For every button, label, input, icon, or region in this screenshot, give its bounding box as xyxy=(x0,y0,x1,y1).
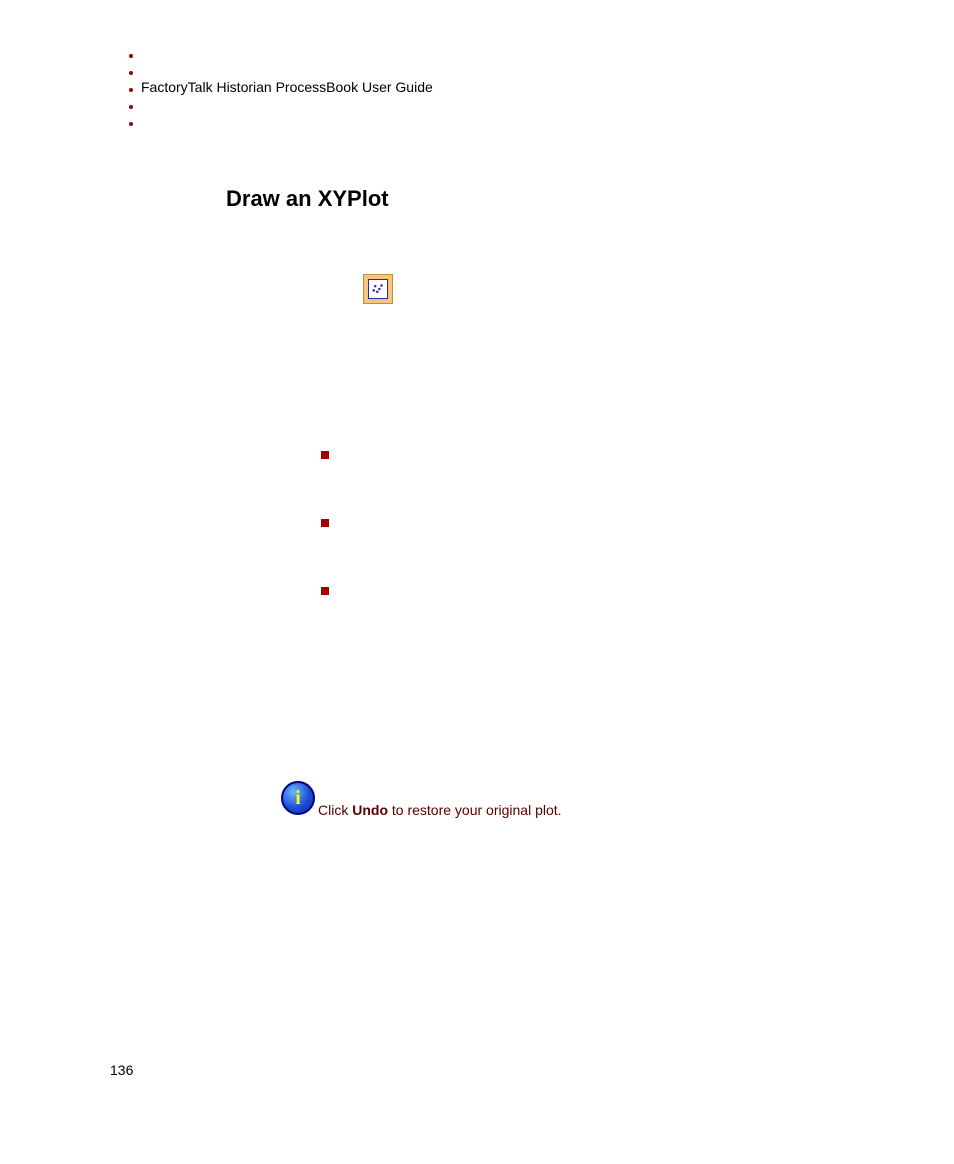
margin-dot xyxy=(129,88,133,92)
xyplot-icon-glyph xyxy=(368,279,388,299)
margin-dot xyxy=(129,71,133,75)
info-icon-circle: i xyxy=(281,781,315,815)
note-text-bold: Undo xyxy=(352,802,388,818)
running-header: FactoryTalk Historian ProcessBook User G… xyxy=(141,79,433,95)
list-bullet xyxy=(321,587,329,595)
margin-dot xyxy=(129,105,133,109)
page-number: 136 xyxy=(110,1062,133,1078)
list-bullet xyxy=(321,451,329,459)
note-text-suffix: to restore your original plot. xyxy=(388,802,562,818)
note-text-prefix: Click xyxy=(318,802,352,818)
list-bullet xyxy=(321,519,329,527)
section-title: Draw an XYPlot xyxy=(226,186,389,212)
margin-dot-rail xyxy=(129,54,133,139)
margin-dot xyxy=(129,122,133,126)
info-icon-letter: i xyxy=(295,788,301,808)
margin-dot xyxy=(129,54,133,58)
document-page: FactoryTalk Historian ProcessBook User G… xyxy=(0,0,954,1164)
xyplot-toolbar-icon xyxy=(363,274,393,304)
info-icon: i xyxy=(281,781,315,815)
note-text: Click Undo to restore your original plot… xyxy=(318,802,562,818)
